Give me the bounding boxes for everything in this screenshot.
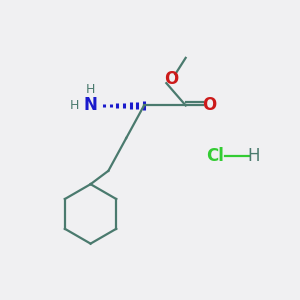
Text: H: H <box>70 99 79 112</box>
Text: H: H <box>248 147 260 165</box>
Text: N: N <box>84 96 98 114</box>
Text: O: O <box>202 96 217 114</box>
Text: O: O <box>164 70 178 88</box>
Text: H: H <box>86 82 95 96</box>
Text: Cl: Cl <box>206 147 224 165</box>
